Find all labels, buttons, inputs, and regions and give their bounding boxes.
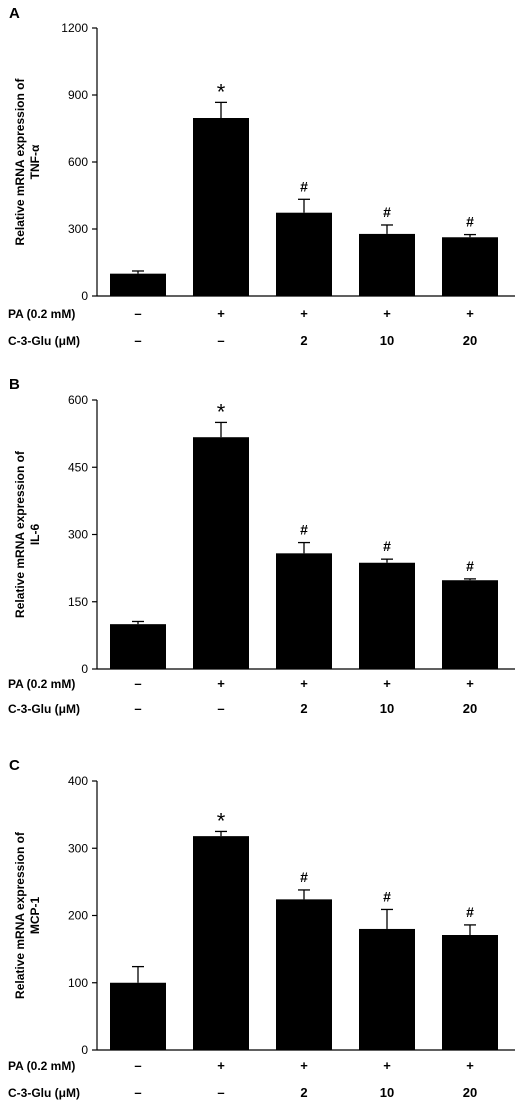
condition-mark: + [217, 676, 225, 691]
condition-mark: + [217, 306, 225, 321]
condition-mark: + [217, 1058, 225, 1073]
significance-hash: # [383, 888, 391, 904]
bar [276, 553, 332, 669]
condition-label: C-3-Glu (μM) [8, 702, 80, 716]
significance-star: * [217, 399, 226, 424]
significance-star: * [217, 79, 226, 104]
condition-mark: + [300, 306, 308, 321]
condition-mark: – [217, 701, 224, 716]
condition-label: PA (0.2 mM) [8, 677, 75, 691]
condition-mark: 20 [463, 333, 477, 348]
y-tick-label: 1200 [61, 21, 88, 35]
condition-mark: + [466, 676, 474, 691]
bar [110, 273, 166, 296]
bar [359, 562, 415, 669]
condition-mark: 20 [463, 1085, 477, 1100]
bar [193, 118, 249, 297]
condition-mark: + [383, 676, 391, 691]
significance-star: * [217, 808, 226, 833]
significance-hash: # [466, 904, 474, 920]
bar [442, 935, 498, 1050]
condition-label: PA (0.2 mM) [8, 307, 75, 321]
bar [359, 233, 415, 296]
condition-mark: + [383, 306, 391, 321]
condition-mark: – [134, 333, 141, 348]
condition-label: C-3-Glu (μM) [8, 334, 80, 348]
bar [276, 899, 332, 1050]
y-tick-label: 600 [68, 393, 88, 407]
y-tick-label: 100 [68, 976, 88, 990]
condition-mark: 2 [300, 701, 307, 716]
condition-mark: 10 [380, 1085, 394, 1100]
condition-mark: + [383, 1058, 391, 1073]
y-axis-label: MCP-1 [28, 897, 42, 935]
y-tick-label: 450 [68, 460, 88, 474]
condition-mark: 2 [300, 1085, 307, 1100]
bar [193, 437, 249, 669]
condition-label: C-3-Glu (μM) [8, 1086, 80, 1100]
bar [110, 624, 166, 669]
y-axis-label: IL-6 [28, 524, 42, 546]
y-tick-label: 0 [81, 662, 88, 676]
condition-mark: – [217, 1085, 224, 1100]
bar [110, 982, 166, 1050]
y-tick-label: 150 [68, 595, 88, 609]
condition-mark: + [300, 676, 308, 691]
y-tick-label: 0 [81, 1043, 88, 1057]
y-tick-label: 400 [68, 774, 88, 788]
condition-mark: 20 [463, 701, 477, 716]
bar [276, 212, 332, 296]
condition-mark: – [134, 701, 141, 716]
y-tick-label: 300 [68, 841, 88, 855]
condition-mark: – [134, 1058, 141, 1073]
significance-hash: # [383, 204, 391, 220]
y-axis-label: Relative mRNA expression of [13, 831, 27, 999]
y-tick-label: 200 [68, 909, 88, 923]
y-axis-label: Relative mRNA expression of [13, 450, 27, 618]
y-tick-label: 0 [81, 289, 88, 303]
condition-mark: + [466, 1058, 474, 1073]
significance-hash: # [300, 869, 308, 885]
condition-mark: – [217, 333, 224, 348]
panel-letter: A [9, 5, 20, 22]
significance-hash: # [466, 214, 474, 230]
y-tick-label: 300 [68, 528, 88, 542]
condition-mark: – [134, 1085, 141, 1100]
y-axis-label: Relative mRNA expression of [13, 78, 27, 246]
significance-hash: # [300, 178, 308, 194]
panel-letter: C [9, 757, 20, 774]
condition-mark: 10 [380, 701, 394, 716]
bar [442, 237, 498, 296]
bar [193, 836, 249, 1050]
condition-mark: 10 [380, 333, 394, 348]
significance-hash: # [466, 558, 474, 574]
y-tick-label: 600 [68, 155, 88, 169]
y-axis-label: TNF-α [28, 144, 42, 179]
significance-hash: # [383, 538, 391, 554]
bar [359, 928, 415, 1050]
condition-mark: + [300, 1058, 308, 1073]
y-tick-label: 300 [68, 222, 88, 236]
condition-mark: – [134, 306, 141, 321]
condition-mark: + [466, 306, 474, 321]
significance-hash: # [300, 522, 308, 538]
panel-letter: B [9, 376, 20, 393]
condition-label: PA (0.2 mM) [8, 1059, 75, 1073]
bar [442, 580, 498, 669]
condition-mark: 2 [300, 333, 307, 348]
y-tick-label: 900 [68, 88, 88, 102]
condition-mark: – [134, 676, 141, 691]
